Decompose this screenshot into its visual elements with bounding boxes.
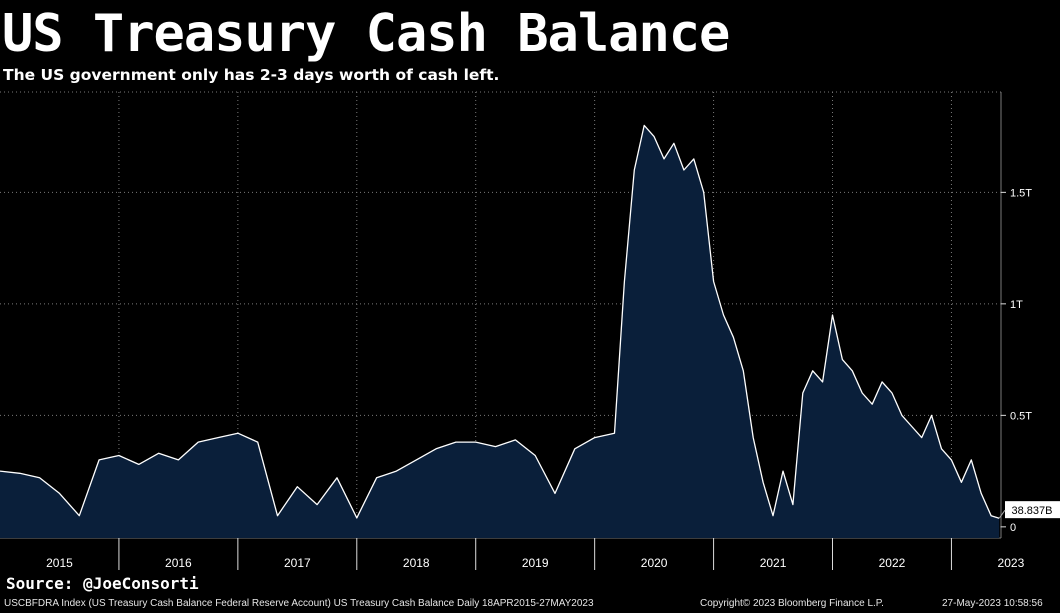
chart-subtitle: The US government only has 2-3 days wort…: [3, 66, 500, 84]
footer-copyright: Copyright© 2023 Bloomberg Finance L.P.: [700, 598, 884, 609]
x-tick-label: 2019: [522, 556, 549, 570]
x-tick-label: 2023: [998, 556, 1025, 570]
footer-timestamp: 27-May-2023 10:58:56: [942, 598, 1043, 609]
x-tick-label: 2022: [879, 556, 906, 570]
footer-index-description: USCBFDRA Index (US Treasury Cash Balance…: [4, 598, 594, 609]
series-area: [0, 125, 1000, 539]
series-line: [0, 124, 1000, 519]
y-tick-label: 1.5T: [1010, 187, 1032, 199]
x-tick-label: 2021: [760, 556, 787, 570]
x-tick-label: 2015: [46, 556, 73, 570]
chart-title: US Treasury Cash Balance: [2, 4, 730, 64]
y-tick-label: 0: [1010, 522, 1016, 534]
y-tick-label: 1T: [1010, 299, 1023, 311]
last-value-label: 38.837B: [1012, 505, 1053, 517]
last-value-callout: [1005, 501, 1060, 519]
source-credit: Source: @JoeConsorti: [6, 574, 199, 593]
y-tick-label: 0.5T: [1010, 410, 1032, 422]
last-value-connector: [998, 509, 1006, 519]
x-tick-label: 2018: [403, 556, 430, 570]
x-tick-label: 2016: [165, 556, 192, 570]
x-tick-label: 2020: [641, 556, 668, 570]
x-tick-label: 2017: [284, 556, 311, 570]
